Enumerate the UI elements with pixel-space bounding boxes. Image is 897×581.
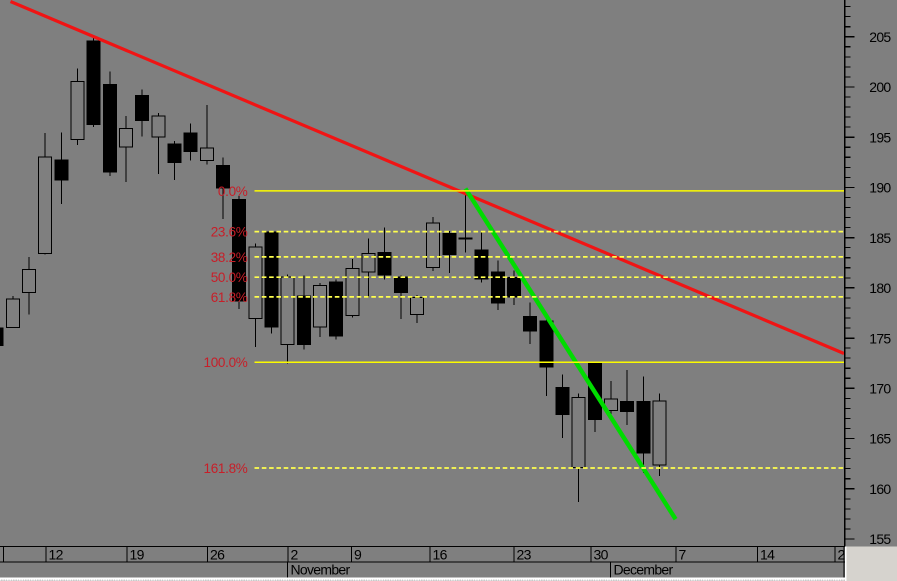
svg-text:190: 190 <box>869 180 891 196</box>
svg-text:16: 16 <box>433 546 448 562</box>
svg-text:195: 195 <box>869 129 891 145</box>
svg-text:2: 2 <box>838 546 846 562</box>
svg-text:23.6%: 23.6% <box>211 225 248 240</box>
svg-text:30: 30 <box>594 546 609 562</box>
svg-text:23: 23 <box>517 546 532 562</box>
svg-text:160: 160 <box>869 481 891 497</box>
svg-text:12: 12 <box>49 546 64 562</box>
svg-text:170: 170 <box>869 381 891 397</box>
svg-text:38.2%: 38.2% <box>211 250 248 265</box>
svg-text:December: December <box>614 561 674 577</box>
svg-text:100.0%: 100.0% <box>204 355 248 370</box>
svg-text:185: 185 <box>869 230 891 246</box>
svg-text:2: 2 <box>291 546 299 562</box>
svg-text:200: 200 <box>869 79 891 95</box>
svg-text:205: 205 <box>869 29 891 45</box>
svg-text:0.0%: 0.0% <box>218 184 248 199</box>
svg-text:61.8%: 61.8% <box>211 290 248 305</box>
svg-text:50.0%: 50.0% <box>211 270 248 285</box>
svg-text:9: 9 <box>354 546 362 562</box>
svg-text:175: 175 <box>869 330 891 346</box>
svg-text:7: 7 <box>679 546 687 562</box>
svg-text:165: 165 <box>869 431 891 447</box>
svg-text:November: November <box>291 561 351 577</box>
svg-text:14: 14 <box>760 546 775 562</box>
svg-text:19: 19 <box>130 546 145 562</box>
svg-text:155: 155 <box>869 531 891 547</box>
svg-text:26: 26 <box>210 546 225 562</box>
svg-text:161.8%: 161.8% <box>204 461 248 476</box>
svg-text:180: 180 <box>869 280 891 296</box>
